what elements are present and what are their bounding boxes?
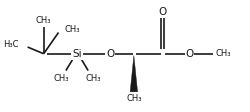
Text: O: O [106, 49, 114, 59]
Text: O: O [158, 7, 166, 17]
Text: CH₃: CH₃ [53, 74, 69, 83]
Text: H₃C: H₃C [4, 40, 19, 49]
Text: CH₃: CH₃ [126, 94, 142, 103]
Text: CH₃: CH₃ [65, 25, 80, 34]
Text: Si: Si [72, 49, 82, 59]
Text: CH₃: CH₃ [85, 74, 101, 83]
Text: CH₃: CH₃ [36, 16, 52, 25]
Text: CH₃: CH₃ [216, 49, 231, 58]
Polygon shape [130, 55, 138, 92]
Text: O: O [185, 49, 194, 59]
